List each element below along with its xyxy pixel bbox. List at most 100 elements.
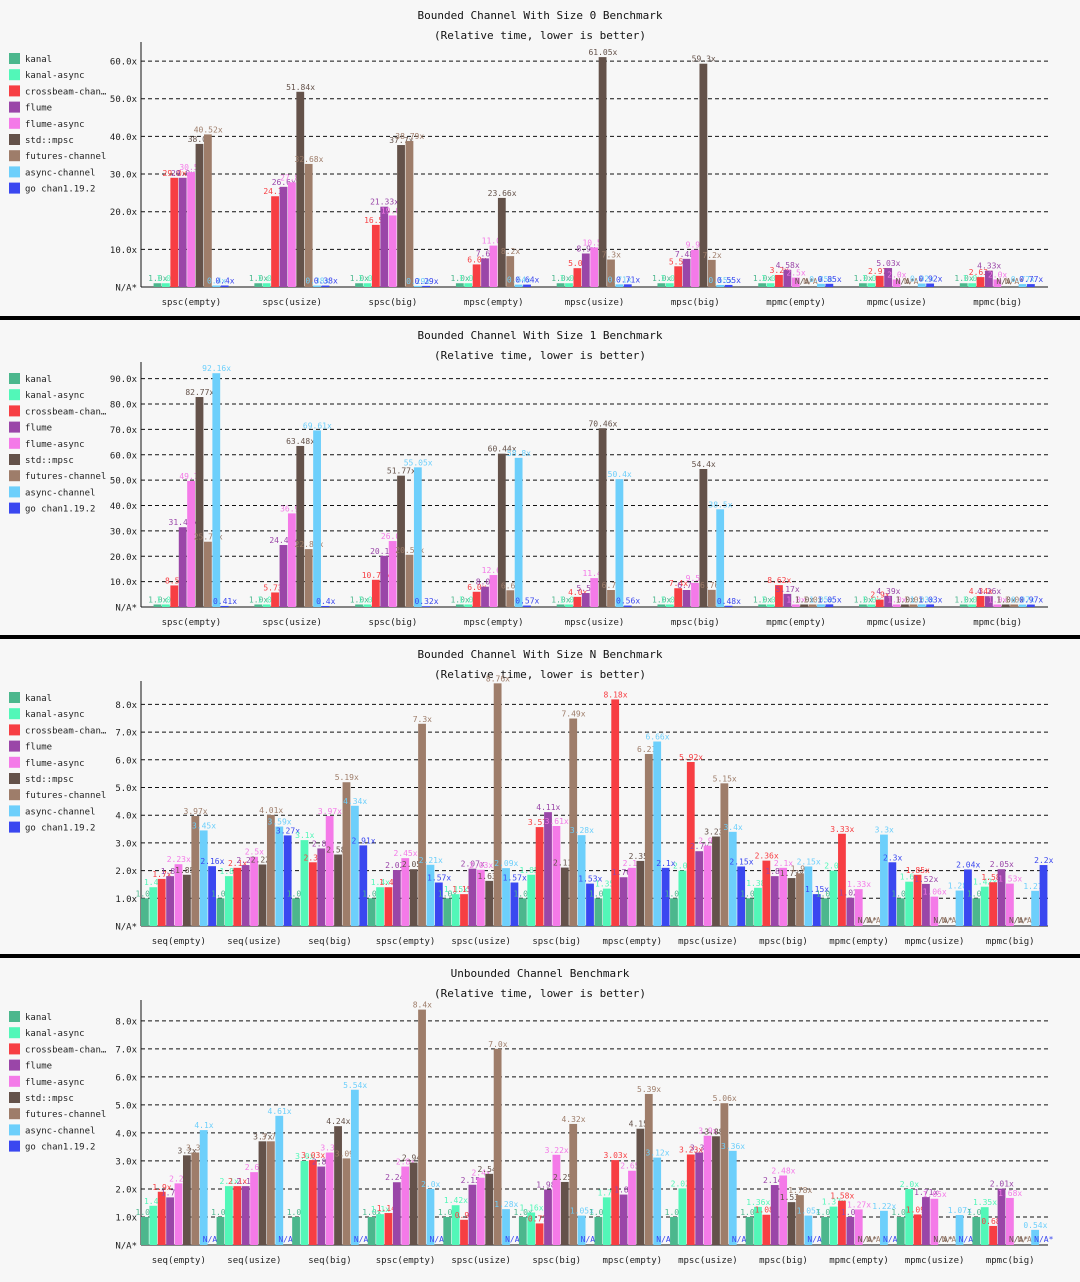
bar — [250, 1172, 258, 1245]
x-tick-label: mpsc(big) — [759, 1256, 808, 1266]
legend-swatch — [9, 1075, 20, 1087]
bar — [737, 866, 746, 926]
bar — [535, 827, 544, 926]
bar — [350, 1089, 359, 1245]
bar — [586, 883, 594, 926]
legend-swatch — [9, 756, 20, 768]
legend-label: flume-async — [25, 1078, 85, 1088]
legend-label: crossbeam-chan… — [25, 1045, 107, 1055]
data-label: 7.2x — [702, 251, 721, 260]
bar — [392, 1182, 401, 1245]
data-label: 2.0x — [887, 270, 906, 279]
data-label: 3.2x — [178, 1146, 197, 1155]
y-tick-label: 1.0x — [115, 1213, 137, 1223]
bar — [804, 1215, 813, 1245]
na-label: N/A* — [354, 1235, 373, 1244]
legend-swatch — [9, 101, 20, 113]
x-tick-label: mpsc(empty) — [602, 1256, 662, 1266]
bar — [287, 182, 296, 287]
bar — [371, 224, 380, 287]
data-label: 3.33x — [830, 825, 854, 834]
bar — [371, 579, 380, 607]
bar — [166, 1197, 174, 1245]
bar — [233, 1186, 242, 1245]
data-label: 26.0x — [381, 532, 405, 541]
data-label: 1.0x — [761, 274, 780, 283]
data-label: 0.77x — [528, 1214, 552, 1223]
data-label: 1.58x — [830, 1192, 854, 1201]
na-label: N/A* — [996, 277, 1015, 286]
data-label: 1.57x — [427, 874, 451, 883]
data-label: 8.5x — [165, 576, 184, 585]
x-tick-label: mpmc(big) — [986, 1256, 1035, 1266]
legend-swatch — [9, 1011, 20, 1022]
data-label: 1.35x — [973, 1198, 997, 1207]
data-label: 2.01x — [990, 1180, 1014, 1189]
bar — [796, 873, 804, 926]
data-label: 1.0x — [157, 274, 176, 283]
x-tick-label: mpsc(usize) — [678, 937, 738, 947]
data-label: 2.0x — [421, 1180, 440, 1189]
x-tick-label: mpsc(big) — [759, 937, 808, 947]
data-label: 3.3x — [320, 1144, 339, 1153]
bar — [569, 718, 578, 926]
na-label: N/A* — [866, 916, 885, 925]
bar — [901, 604, 909, 607]
bar — [619, 877, 628, 926]
data-label: 2.21x — [419, 856, 443, 865]
y-tick-label: 4.0x — [115, 1129, 137, 1139]
bar — [590, 247, 599, 287]
bar — [602, 888, 611, 926]
bar — [770, 1185, 779, 1245]
data-label: 4.39x — [876, 587, 900, 596]
bar — [674, 588, 683, 607]
bar — [968, 604, 977, 607]
data-label: 1.27x — [1023, 882, 1047, 891]
data-label: 2.25x — [553, 1173, 577, 1182]
bar — [241, 865, 250, 926]
data-label: 2.15x — [797, 857, 821, 866]
legend-swatch — [9, 117, 20, 129]
bar — [1018, 284, 1027, 287]
data-label: 0.92x — [910, 275, 934, 284]
data-label: 1.0x — [665, 1208, 684, 1217]
x-tick-label: spsc(big) — [532, 937, 581, 947]
chart-title: Bounded Channel With Size 1 Benchmark — [417, 329, 662, 342]
x-tick-label: mpsc(big) — [671, 618, 720, 628]
legend-swatch — [9, 182, 20, 194]
bar — [556, 283, 565, 287]
bar — [787, 878, 796, 926]
na-label: N/A* — [656, 1235, 675, 1244]
data-label: 1.4x — [144, 878, 163, 887]
bar — [380, 206, 389, 287]
bar — [670, 1216, 678, 1245]
na-label: N/A* — [866, 1235, 885, 1244]
bar — [581, 593, 590, 607]
bar — [628, 1170, 636, 1245]
bar — [581, 253, 590, 287]
data-label: 4.32x — [561, 1115, 585, 1124]
data-label: 1.03x — [918, 595, 942, 604]
data-label: 0.54x — [1023, 1221, 1047, 1230]
data-label: 1.0x — [350, 595, 369, 604]
data-label: 2.1x — [220, 1177, 239, 1186]
bar — [523, 284, 531, 287]
bar — [254, 604, 263, 607]
bar — [409, 869, 418, 926]
bar — [287, 513, 296, 607]
bar — [607, 590, 615, 607]
bar — [1039, 865, 1048, 926]
na-label: N/A* — [505, 1235, 524, 1244]
data-label: 1.0x — [450, 274, 469, 283]
na-label: N/A* — [278, 1235, 297, 1244]
bar — [388, 215, 397, 287]
data-label: 29.0x — [171, 169, 195, 178]
data-label: 2.1x — [236, 1177, 255, 1186]
na-label: N/A* — [1034, 1235, 1053, 1244]
legend-label: kanal-async — [25, 710, 85, 720]
x-tick-label: mpsc(usize) — [565, 298, 625, 308]
data-label: 1.0x — [891, 1208, 910, 1217]
bar — [401, 1166, 410, 1245]
data-label: 5.92x — [679, 753, 703, 762]
data-label: 5.06x — [713, 1094, 737, 1103]
